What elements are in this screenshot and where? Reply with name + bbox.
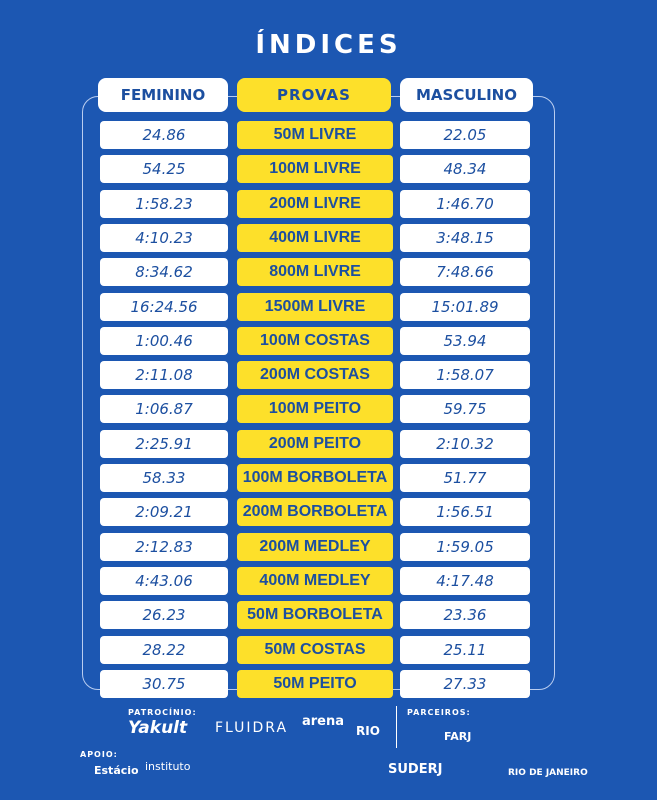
feminino-cell: 4:10.23: [100, 223, 228, 252]
feminino-cell: 58.33: [100, 464, 228, 492]
feminino-cell: 26.23: [100, 601, 228, 630]
masculino-cell: 59.75: [400, 395, 530, 424]
supporter-logo: SUDERJ: [388, 762, 443, 777]
prova-cell: 100M BORBOLETA: [237, 464, 393, 492]
masculino-cell: 22.05: [400, 121, 530, 149]
prova-cell: 200M MEDLEY: [237, 532, 393, 561]
header-provas: PROVAS: [237, 78, 391, 112]
feminino-cell: 2:12.83: [100, 532, 228, 561]
masculino-cell: 15:01.89: [400, 292, 530, 321]
header-feminino: FEMININO: [98, 78, 228, 112]
masculino-cell: 25.11: [400, 635, 530, 664]
feminino-cell: 4:43.06: [100, 566, 228, 595]
prova-cell: 100M PEITO: [237, 395, 393, 424]
patrocinio-label: PATROCÍNIO:: [128, 708, 197, 717]
prova-cell: 200M BORBOLETA: [237, 498, 393, 527]
sponsor-logo: arena: [302, 714, 345, 729]
feminino-cell: 2:25.91: [100, 429, 228, 458]
prova-cell: 100M LIVRE: [237, 155, 393, 184]
apoio-label: APOIO:: [80, 750, 118, 759]
prova-cell: 50M BORBOLETA: [237, 601, 393, 630]
prova-cell: 800M LIVRE: [237, 258, 393, 287]
feminino-cell: 2:09.21: [100, 498, 228, 527]
feminino-cell: 28.22: [100, 635, 228, 664]
supporter-logo: instituto: [145, 760, 191, 773]
prova-cell: 50M PEITO: [237, 669, 393, 698]
feminino-cell: 24.86: [100, 121, 228, 149]
prova-cell: 200M PEITO: [237, 429, 393, 458]
masculino-cell: 7:48.66: [400, 258, 530, 287]
masculino-cell: 23.36: [400, 601, 530, 630]
feminino-cell: 30.75: [100, 669, 228, 698]
feminino-cell: 54.25: [100, 155, 228, 184]
prova-cell: 200M COSTAS: [237, 361, 393, 390]
masculino-cell: 53.94: [400, 326, 530, 355]
feminino-cell: 1:00.46: [100, 326, 228, 355]
prova-cell: 100M COSTAS: [237, 326, 393, 355]
feminino-cell: 16:24.56: [100, 292, 228, 321]
divider: [396, 706, 397, 748]
masculino-cell: 1:59.05: [400, 532, 530, 561]
prova-cell: 1500M LIVRE: [237, 292, 393, 321]
masculino-cell: 1:56.51: [400, 498, 530, 527]
prova-cell: 200M LIVRE: [237, 189, 393, 218]
masculino-cell: 27.33: [400, 669, 530, 698]
prova-cell: 400M MEDLEY: [237, 566, 393, 595]
prova-cell: 400M LIVRE: [237, 223, 393, 252]
masculino-cell: 2:10.32: [400, 429, 530, 458]
sponsor-logo: RIO: [356, 724, 380, 738]
masculino-cell: 4:17.48: [400, 566, 530, 595]
parceiros-label: PARCEIROS:: [407, 708, 471, 717]
supporter-logo: RIO DE JANEIRO: [508, 768, 588, 778]
title: ÍNDICES: [255, 30, 402, 60]
supporter-logo: Estácio: [94, 764, 139, 777]
partner-logo: FARJ: [444, 730, 472, 743]
masculino-cell: 1:58.07: [400, 361, 530, 390]
masculino-cell: 1:46.70: [400, 189, 530, 218]
masculino-cell: 3:48.15: [400, 223, 530, 252]
header-masculino: MASCULINO: [400, 78, 533, 112]
feminino-cell: 8:34.62: [100, 258, 228, 287]
feminino-cell: 1:06.87: [100, 395, 228, 424]
sponsor-logo: FLUIDRA: [215, 720, 289, 736]
masculino-cell: 51.77: [400, 464, 530, 492]
prova-cell: 50M LIVRE: [237, 121, 393, 149]
feminino-cell: 1:58.23: [100, 189, 228, 218]
masculino-cell: 48.34: [400, 155, 530, 184]
prova-cell: 50M COSTAS: [237, 635, 393, 664]
sponsor-logo: Yakult: [128, 718, 188, 738]
feminino-cell: 2:11.08: [100, 361, 228, 390]
